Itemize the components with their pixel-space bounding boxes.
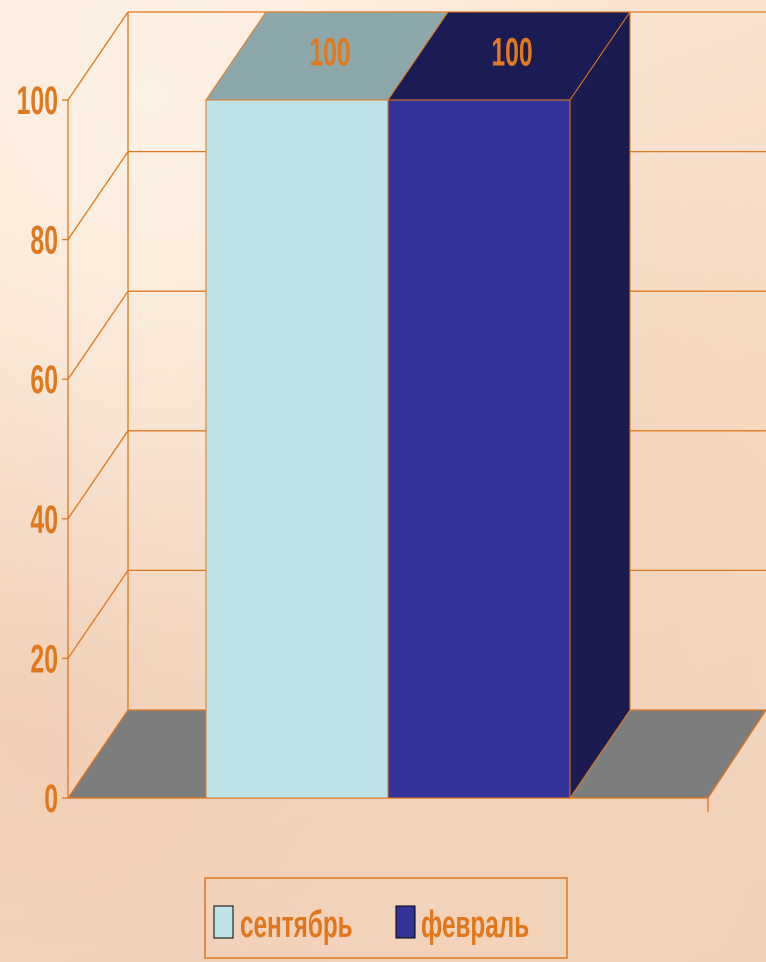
y-tick-label-4: 80 [30,219,58,263]
y-axis-ticks: 0 20 40 60 80 100 [17,79,68,822]
gridline-side-5 [67,11,129,101]
bar-front-1 [387,99,571,799]
legend-box [204,877,568,959]
y-tick-label-1: 20 [30,638,58,682]
y-tick-label-2: 40 [30,498,58,542]
legend-label-1: февраль [421,902,529,945]
y-tick-label-5: 100 [17,79,58,123]
bar-0 [205,11,449,799]
bar-front-0 [205,99,389,799]
y-tick-label-3: 60 [30,358,58,402]
gridline-side-3 [67,290,129,380]
data-label-1: 100 [491,31,532,75]
data-label-0: 100 [309,31,350,75]
y-tick-label-0: 0 [44,777,58,821]
legend-swatch-0 [213,905,234,939]
legend: сентябрь февраль [204,877,568,959]
gridline-side-4 [67,151,129,240]
legend-swatch-1 [395,905,416,939]
data-labels: 100 100 [309,31,532,75]
gridline-side-2 [67,430,129,520]
bars [205,10,631,800]
bar-1 [387,10,631,800]
bar-side-1 [569,10,631,800]
legend-label-0: сентябрь [240,902,353,945]
gridline-side-1 [67,570,129,659]
